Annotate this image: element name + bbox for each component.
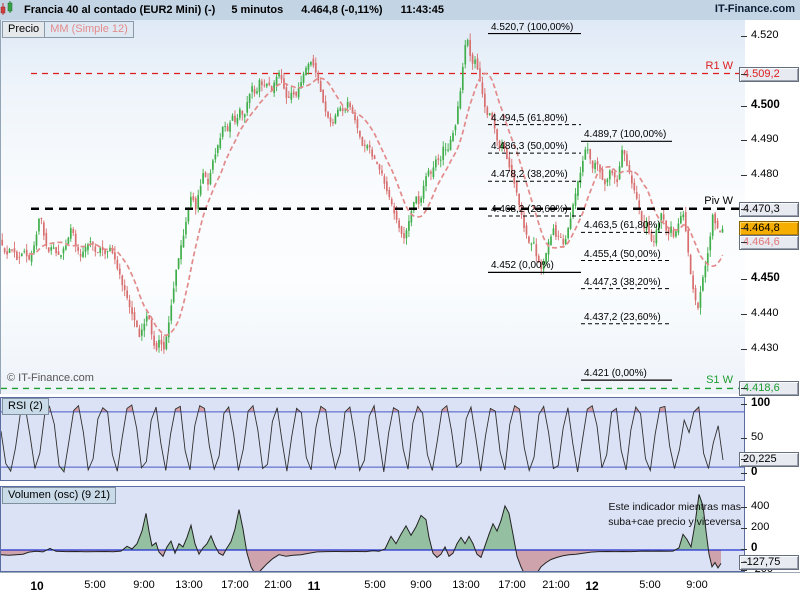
piv-price-box: 4.470,3 bbox=[739, 201, 799, 217]
time-label: 5:00 bbox=[364, 579, 386, 591]
day-label: 12 bbox=[585, 579, 599, 593]
fib-level-label-1-4: 4.437,2 (23,60%) bbox=[584, 311, 661, 323]
volume-panel-label: Volumen (osc) (9 21) bbox=[2, 487, 117, 504]
last-quote: 4.464,8 (-0,11%) bbox=[301, 4, 383, 16]
fib-level-label-1-5: 4.421 (0,00%) bbox=[584, 368, 647, 380]
axis-tick-mark bbox=[741, 438, 747, 440]
volume-panel[interactable]: Volumen (osc) (9 21) Este indicador mien… bbox=[0, 486, 745, 572]
tab-mm-simple-12[interactable]: MM (Simple 12) bbox=[44, 21, 134, 38]
axis-tick-mark bbox=[741, 388, 747, 390]
clock: 11:43:45 bbox=[400, 4, 445, 16]
fib-level-label-0-5: 4.452 (0,00%) bbox=[491, 260, 554, 272]
ma-value-box: 4.464,6 bbox=[739, 234, 799, 250]
axis-tick-mark bbox=[741, 208, 747, 210]
axis-tick-mark bbox=[741, 35, 747, 37]
time-label: 5:00 bbox=[84, 579, 106, 591]
r1-level-label: R1 W bbox=[705, 59, 734, 72]
axis-tick-mark bbox=[741, 549, 747, 550]
axis-tick-mark bbox=[741, 279, 747, 281]
rsi-value-box: 20,225 bbox=[739, 452, 799, 468]
axis-tick-mark bbox=[741, 227, 747, 229]
fib-level-label-0-4: 4.468,2 (23,60%) bbox=[491, 204, 568, 216]
time-label: 21:00 bbox=[264, 579, 292, 591]
rsi-chart-canvas[interactable] bbox=[1, 398, 744, 480]
axis-tick-mark bbox=[741, 562, 747, 564]
day-label: 11 bbox=[307, 579, 321, 593]
price-axis-tick: 4.490 bbox=[751, 133, 779, 146]
axis-tick-mark bbox=[741, 459, 747, 461]
axis-tick-mark bbox=[741, 105, 747, 107]
price-chart-canvas[interactable] bbox=[1, 20, 745, 393]
fib-level-label-0-2: 4.486,3 (50,00%) bbox=[491, 141, 568, 153]
price-axis-tick: 4.440 bbox=[751, 307, 779, 320]
timeframe-label: 5 minutos bbox=[231, 4, 284, 16]
rsi-axis-tick: 100 bbox=[751, 396, 771, 409]
fib-level-label-0-3: 4.478,2 (38,20%) bbox=[491, 169, 568, 181]
axis-tick-mark bbox=[741, 314, 747, 316]
value-axis[interactable]: 4.5204.5004.4904.4804.4604.4504.4404.430… bbox=[739, 20, 800, 575]
indicator-note: Este indicador mientras mas suba+cae pre… bbox=[608, 500, 741, 530]
fib-level-label-1-1: 4.463,5 (61,80%) bbox=[584, 220, 661, 232]
fib-level-label-1-0: 4.489,7 (100,00%) bbox=[584, 129, 667, 141]
axis-tick-mark bbox=[741, 241, 747, 243]
fib-level-label-1-2: 4.455,4 (50,00%) bbox=[584, 248, 661, 260]
axis-tick-mark bbox=[741, 140, 747, 142]
volume-axis-tick: 200 bbox=[751, 521, 770, 533]
s1-level-label: S1 W bbox=[706, 374, 733, 387]
price-axis-tick: 4.430 bbox=[751, 341, 779, 354]
rsi-panel[interactable]: RSI (2) bbox=[0, 397, 745, 481]
axis-tick-mark bbox=[741, 175, 747, 177]
volume-axis-tick: 0 bbox=[751, 542, 758, 554]
volume-osc-canvas[interactable] bbox=[1, 487, 744, 571]
day-label: 10 bbox=[30, 579, 44, 593]
axis-tick-mark bbox=[741, 507, 747, 508]
axis-tick-mark bbox=[741, 403, 747, 405]
price-panel-tabs: Precio MM (Simple 12) bbox=[2, 21, 134, 38]
rsi-axis-tick: 0 bbox=[751, 465, 758, 478]
brand-link[interactable]: IT-Finance.com bbox=[714, 3, 795, 15]
axis-tick-mark bbox=[741, 472, 747, 474]
time-label: 9:00 bbox=[410, 579, 432, 591]
candlestick-icon bbox=[0, 1, 18, 18]
price-axis-tick: 4.480 bbox=[751, 168, 779, 181]
tab-precio[interactable]: Precio bbox=[2, 21, 46, 38]
time-label: 5:00 bbox=[639, 579, 661, 591]
time-label: 21:00 bbox=[542, 579, 570, 591]
rsi-panel-label: RSI (2) bbox=[2, 398, 49, 415]
axis-tick-mark bbox=[741, 348, 747, 350]
fib-level-label-0-1: 4.494,5 (61,80%) bbox=[491, 112, 568, 124]
axis-tick-mark bbox=[741, 73, 747, 75]
time-label: 13:00 bbox=[452, 579, 480, 591]
time-axis[interactable]: 10 5:00 9:00 13:00 17:00 21:00 11 5:00 9:00 13:00… bbox=[0, 572, 800, 600]
time-label: 9:00 bbox=[686, 579, 708, 591]
last-price-box: 4.464,8 bbox=[739, 220, 799, 236]
price-panel[interactable]: Precio MM (Simple 12) 4.520,7 (100,00%) 4… bbox=[0, 20, 745, 394]
rsi-axis-tick: 50 bbox=[751, 431, 764, 444]
watermark: © IT-Finance.com bbox=[7, 372, 94, 384]
axis-tick-mark bbox=[741, 528, 747, 529]
time-label: 17:00 bbox=[498, 579, 526, 591]
price-axis-tick: 4.520 bbox=[751, 28, 779, 41]
s1-price-box: 4.418,6 bbox=[739, 381, 799, 397]
indicator-note-line1: Este indicador mientras mas bbox=[608, 501, 741, 513]
time-label: 13:00 bbox=[175, 579, 203, 591]
price-axis-tick: 4.500 bbox=[751, 98, 780, 111]
fib-level-label-1-3: 4.447,3 (38,20%) bbox=[584, 276, 661, 288]
time-label: 9:00 bbox=[133, 579, 155, 591]
fib-level-label-0-0: 4.520,7 (100,00%) bbox=[491, 21, 574, 33]
indicator-note-line2: suba+cae precio y viceversa bbox=[608, 516, 741, 528]
volume-value-box: -127,75 bbox=[739, 555, 799, 571]
volume-axis-tick: 400 bbox=[751, 500, 770, 512]
r1-price-box: 4.509,2 bbox=[739, 66, 799, 82]
title-bar: Francia 40 al contado (EUR2 Mini) (-) 5 … bbox=[0, 0, 800, 21]
piv-level-label: Piv W bbox=[704, 194, 733, 207]
instrument-title: Francia 40 al contado (EUR2 Mini) (-) bbox=[24, 4, 216, 16]
price-axis-tick: 4.450 bbox=[751, 272, 780, 285]
axis-tick-mark bbox=[741, 570, 747, 571]
time-label: 17:00 bbox=[221, 579, 249, 591]
